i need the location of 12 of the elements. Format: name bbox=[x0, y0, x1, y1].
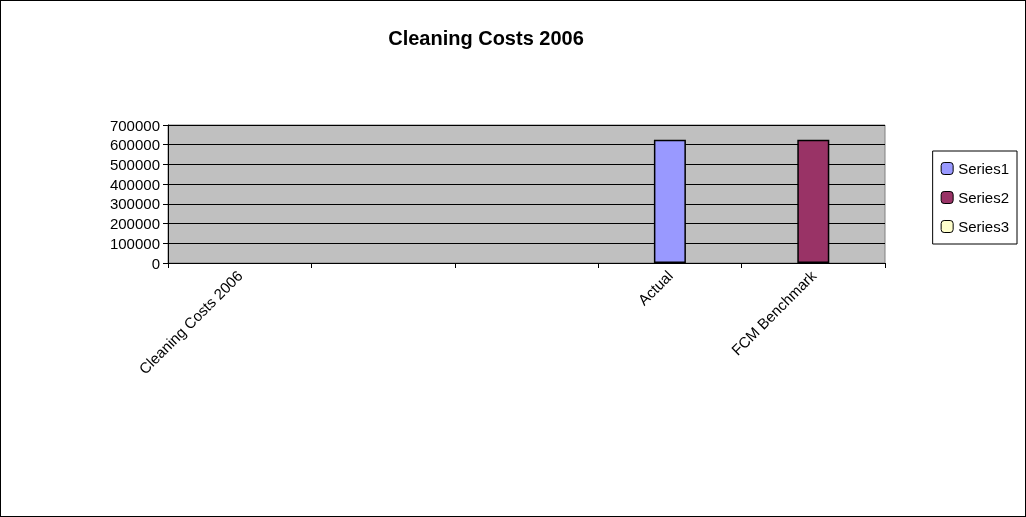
y-tick-label: 400000 bbox=[109, 175, 160, 193]
y-tick-label: 500000 bbox=[109, 155, 160, 173]
legend-label: Series1 bbox=[958, 160, 1009, 177]
y-tick-label: 600000 bbox=[109, 136, 160, 154]
y-tick-label: 300000 bbox=[109, 195, 160, 213]
chart-title: Cleaning Costs 2006 bbox=[388, 27, 584, 49]
y-tick-label: 100000 bbox=[109, 234, 160, 252]
legend-label: Series3 bbox=[958, 218, 1009, 235]
y-tick-label: 700000 bbox=[109, 116, 160, 134]
y-tick-label: 200000 bbox=[109, 215, 160, 233]
y-tick-label: 0 bbox=[151, 254, 160, 272]
legend-label: Series2 bbox=[958, 189, 1009, 206]
